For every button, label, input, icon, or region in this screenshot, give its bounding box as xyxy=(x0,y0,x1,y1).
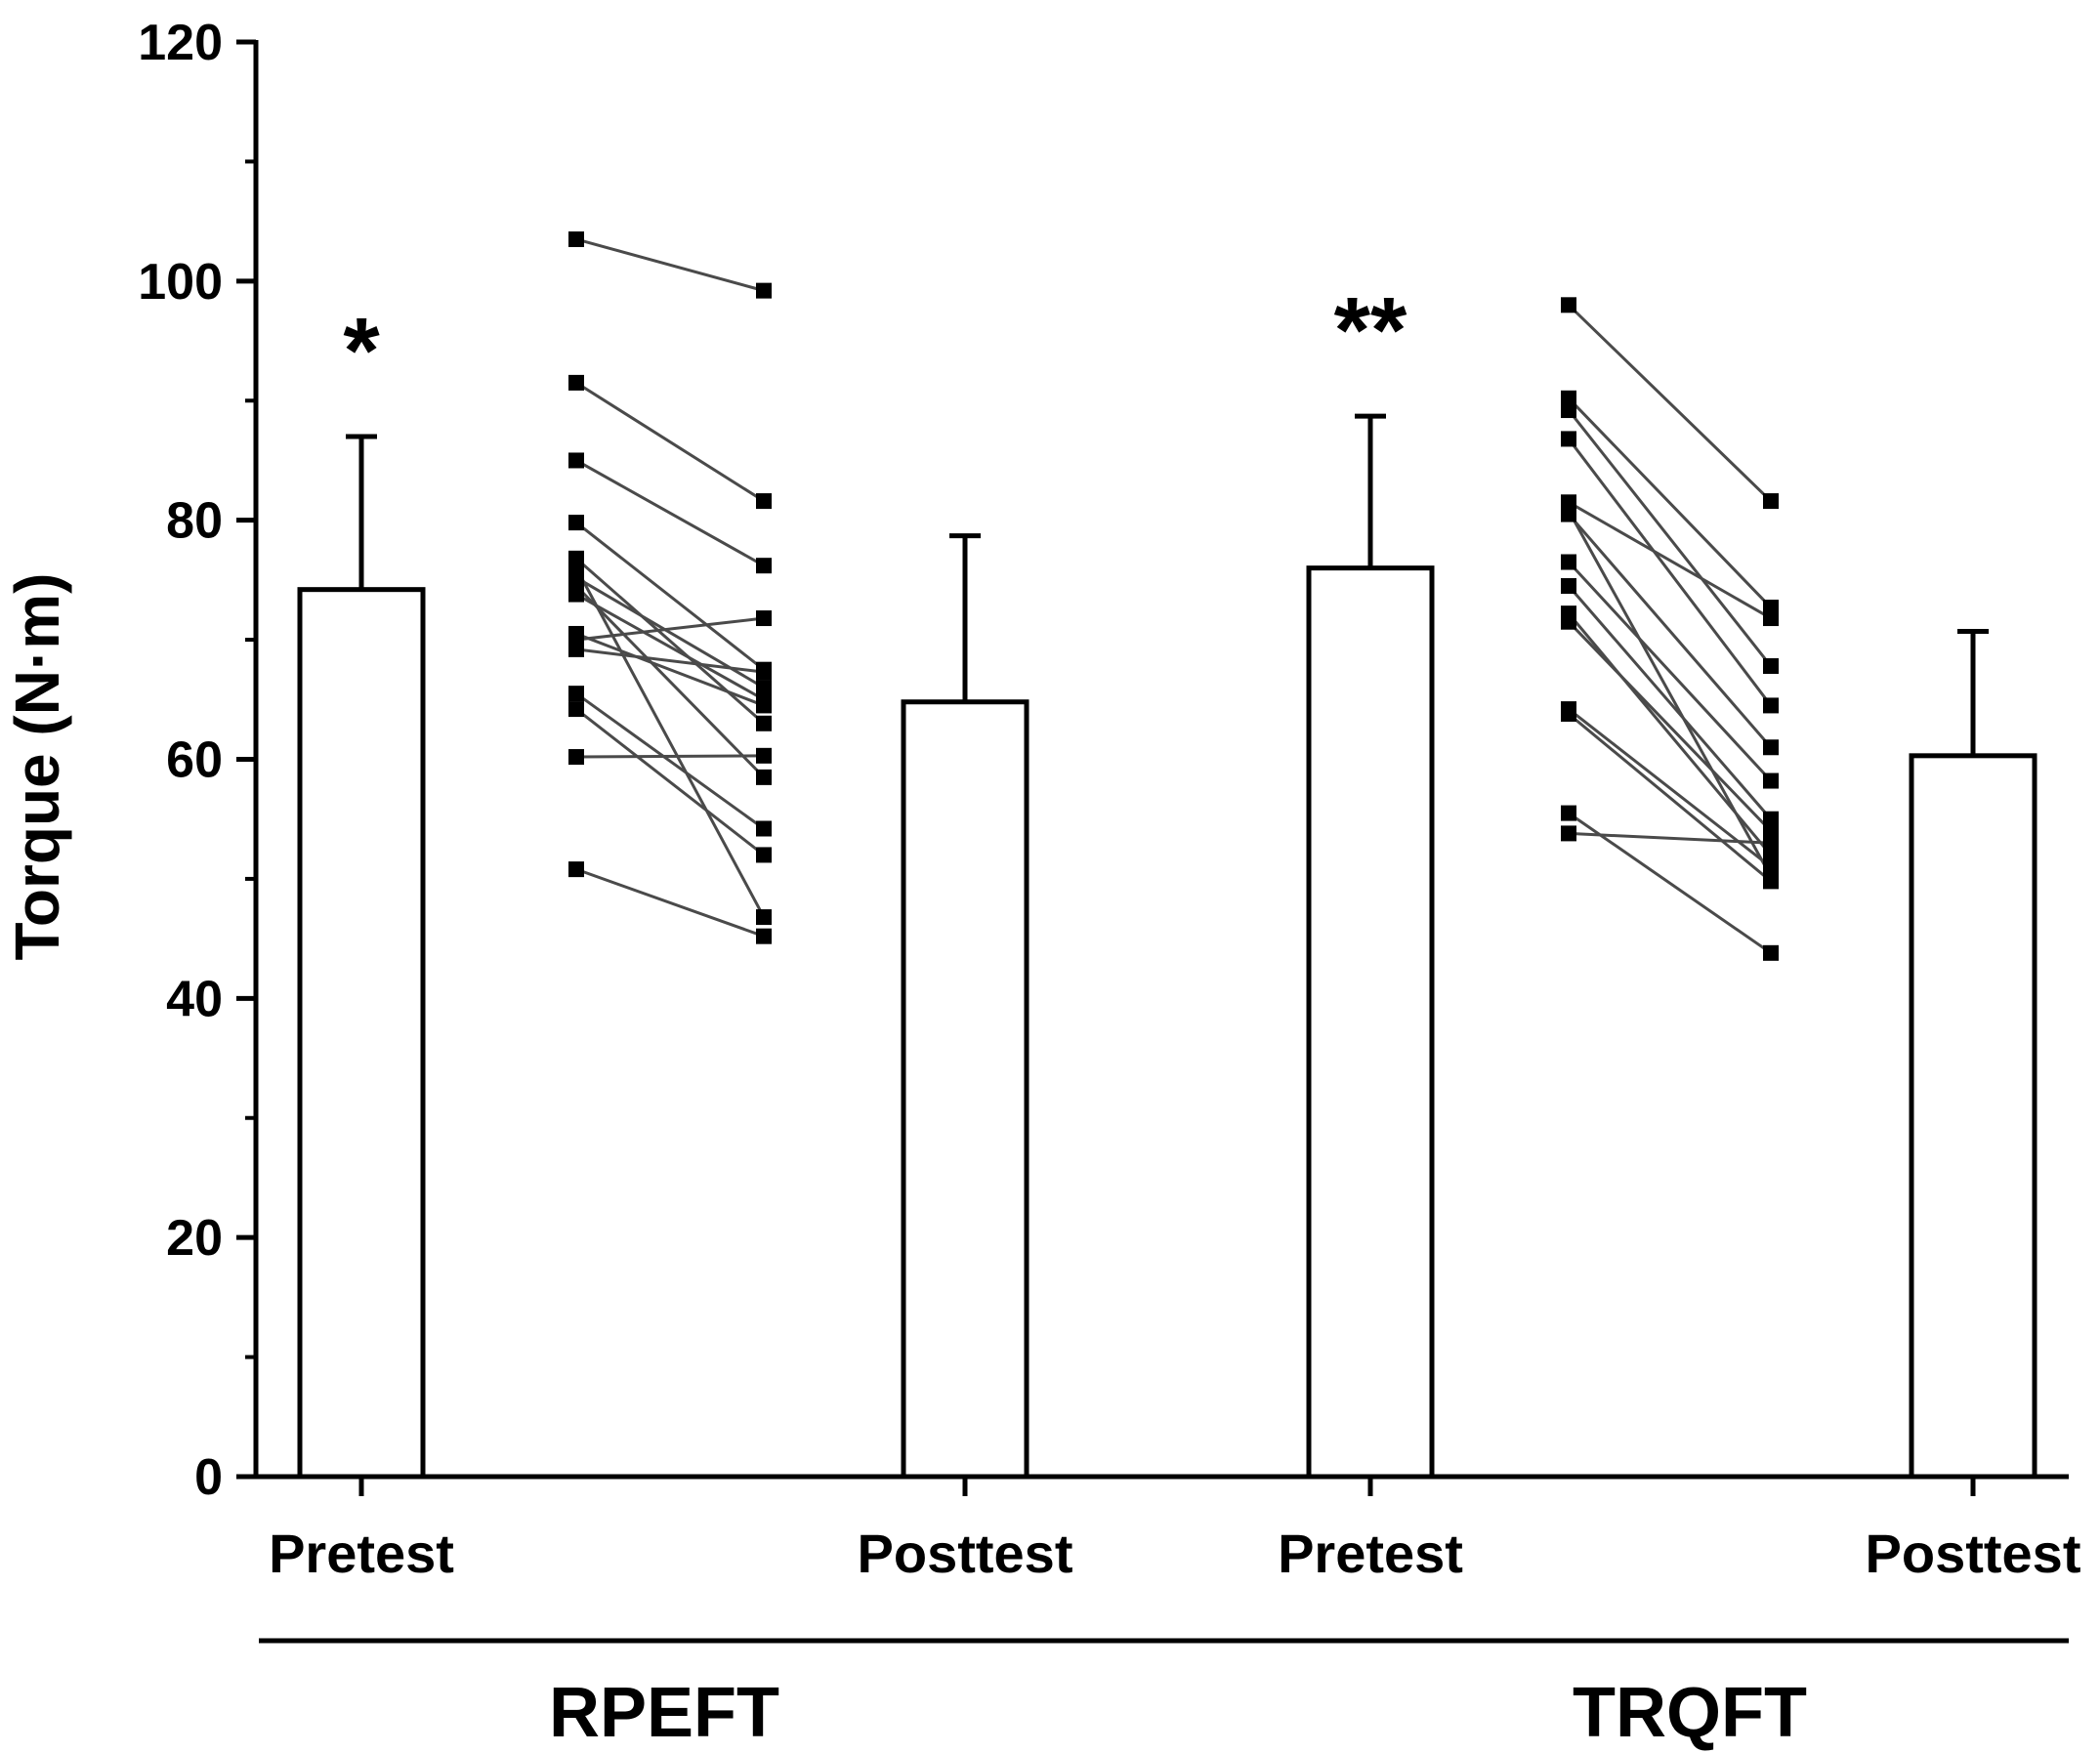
pretest-point xyxy=(568,641,584,657)
pretest-point xyxy=(568,230,584,247)
pretest-point xyxy=(1561,613,1576,630)
pretest-point xyxy=(568,374,584,391)
posttest-point xyxy=(756,282,772,299)
subject-line xyxy=(1567,510,1773,878)
subject-line xyxy=(1567,612,1773,856)
y-tick-label: 20 xyxy=(166,1210,223,1267)
posttest-point xyxy=(1763,822,1779,839)
posttest-point xyxy=(756,820,772,837)
pretest-point xyxy=(1561,390,1576,406)
y-tick-label: 100 xyxy=(138,254,223,311)
posttest-point xyxy=(756,680,772,696)
pretest-point xyxy=(568,749,584,766)
posttest-point xyxy=(756,909,772,926)
posttest-point xyxy=(1763,658,1779,675)
pretest-point xyxy=(1561,705,1576,722)
posttest-point xyxy=(756,493,772,510)
pretest-point xyxy=(1561,554,1576,570)
subject-line xyxy=(1567,409,1773,667)
significance-marker: * xyxy=(343,299,380,403)
significance-marker: ** xyxy=(1334,278,1407,383)
pretest-point xyxy=(1561,297,1576,313)
x-category-label: Pretest xyxy=(269,1523,454,1584)
subject-line xyxy=(1568,712,1772,883)
subject-line xyxy=(1567,438,1773,707)
x-category-label: Posttest xyxy=(858,1523,1073,1584)
bar xyxy=(1306,565,1435,1480)
subject-line xyxy=(575,691,765,830)
posttest-point xyxy=(756,747,772,764)
subject-line xyxy=(1568,831,1772,845)
posttest-point xyxy=(756,558,772,574)
subject-line xyxy=(1567,561,1773,782)
subject-line xyxy=(575,754,765,759)
subject-line xyxy=(575,521,765,671)
posttest-point xyxy=(1763,835,1779,852)
x-category-label: Posttest xyxy=(1866,1523,2081,1584)
subject-line xyxy=(575,707,765,856)
y-tick-label: 120 xyxy=(138,15,223,71)
pretest-point xyxy=(1561,402,1576,419)
subject-line xyxy=(1567,304,1773,503)
posttest-point xyxy=(1763,858,1779,875)
subject-line xyxy=(575,593,765,701)
y-tick-label: 60 xyxy=(166,732,223,789)
pretest-point xyxy=(568,701,584,718)
group-label-rpeft: RPEFT xyxy=(549,1674,779,1752)
y-axis-title: Torque (N·m) xyxy=(2,573,72,961)
posttest-point xyxy=(1763,772,1779,789)
subject-line xyxy=(575,237,765,293)
subject-line xyxy=(575,647,765,674)
posttest-point xyxy=(756,715,772,731)
group-label-trqft: TRQFT xyxy=(1573,1674,1807,1752)
y-tick-label: 40 xyxy=(166,971,223,1027)
subject-line xyxy=(1567,585,1773,820)
subject-line xyxy=(575,381,765,503)
posttest-point xyxy=(756,664,772,681)
posttest-point xyxy=(1763,493,1779,510)
subject-line xyxy=(575,616,765,642)
x-category-label: Pretest xyxy=(1278,1523,1463,1584)
posttest-point xyxy=(1763,697,1779,714)
subject-line xyxy=(1567,620,1773,832)
bar xyxy=(901,699,1029,1480)
posttest-point xyxy=(756,769,772,785)
subject-line xyxy=(575,867,765,939)
subject-line xyxy=(1568,501,1772,620)
subject-line xyxy=(575,632,765,707)
subject-line xyxy=(1567,513,1773,749)
subject-line xyxy=(574,566,766,918)
pretest-point xyxy=(568,452,584,469)
pretest-point xyxy=(568,586,584,603)
posttest-point xyxy=(1763,811,1779,827)
bar xyxy=(297,587,426,1480)
pretest-point xyxy=(1561,825,1576,842)
pretest-point xyxy=(1561,506,1576,522)
subject-line xyxy=(574,584,766,778)
pretest-point xyxy=(568,515,584,531)
pretest-point xyxy=(1561,577,1576,594)
pretest-point xyxy=(1561,431,1576,447)
posttest-point xyxy=(1763,944,1779,961)
posttest-point xyxy=(1763,739,1779,756)
posttest-point xyxy=(756,928,772,944)
y-tick-label: 0 xyxy=(194,1449,223,1506)
posttest-point xyxy=(1763,610,1779,627)
subject-line xyxy=(575,557,765,725)
posttest-point xyxy=(756,847,772,863)
posttest-point xyxy=(756,697,772,714)
posttest-point xyxy=(1763,847,1779,863)
pretest-point xyxy=(568,686,584,702)
subject-line xyxy=(1567,397,1773,609)
bar xyxy=(1909,753,2037,1480)
pretest-point xyxy=(568,861,584,878)
subject-line xyxy=(575,459,765,567)
pretest-point xyxy=(1561,805,1576,821)
posttest-point xyxy=(756,610,772,627)
y-tick-label: 80 xyxy=(166,493,223,550)
posttest-point xyxy=(1763,873,1779,890)
